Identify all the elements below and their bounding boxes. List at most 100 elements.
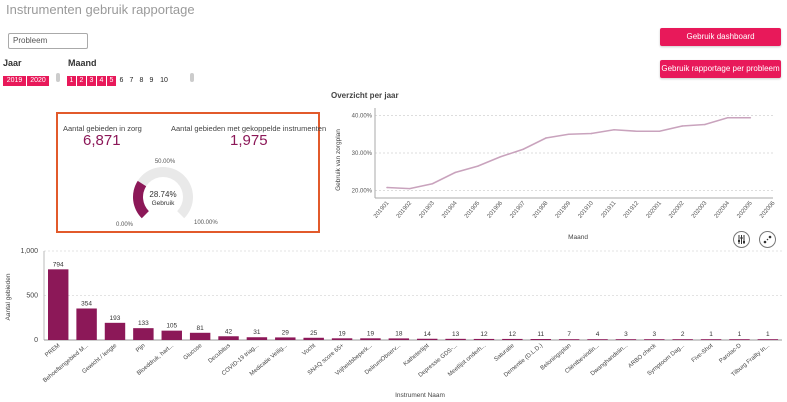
bar bbox=[246, 337, 268, 340]
bar-ytick: 0 bbox=[34, 337, 38, 344]
bar-category-label: Glucose bbox=[183, 343, 204, 362]
bar bbox=[360, 338, 381, 340]
bar bbox=[331, 338, 353, 340]
month-chip[interactable]: 4 bbox=[97, 76, 106, 86]
bar-value-label: 354 bbox=[81, 300, 92, 307]
line-point bbox=[590, 132, 593, 135]
bar-category-label: Pijn bbox=[135, 343, 147, 354]
line-point bbox=[545, 137, 547, 139]
line-point bbox=[681, 125, 683, 127]
line-point bbox=[522, 148, 525, 151]
year-chip[interactable]: 2019 bbox=[3, 76, 26, 86]
month-chip[interactable]: 7 bbox=[127, 76, 136, 86]
bar-chart: Aantal gebieden Instrument Naam 0 500 1,00… bbox=[5, 248, 782, 399]
line-xtick: 202004 bbox=[714, 200, 732, 220]
gebruik-rapportage-button[interactable]: Gebruik rapportage per probleem bbox=[660, 60, 781, 78]
bar-value-label: 133 bbox=[138, 320, 149, 327]
bar-value-label: 105 bbox=[166, 323, 177, 330]
bar bbox=[388, 338, 410, 340]
bar bbox=[275, 337, 296, 340]
line-xtick: 202002 bbox=[668, 200, 686, 220]
gauge-fill bbox=[133, 180, 149, 219]
line-ytick: 20.00% bbox=[352, 189, 373, 195]
bar-value-label: 7 bbox=[567, 331, 571, 338]
line-point bbox=[477, 165, 479, 167]
bar bbox=[445, 338, 466, 340]
bar bbox=[417, 338, 438, 340]
sliders-icon[interactable] bbox=[733, 231, 750, 248]
bar bbox=[502, 338, 523, 340]
line-point bbox=[454, 171, 456, 174]
month-chip[interactable]: 1 bbox=[67, 76, 76, 86]
month-chip[interactable]: 2 bbox=[77, 76, 86, 86]
gauge-value: 28.74% bbox=[149, 190, 176, 199]
bar bbox=[530, 339, 551, 340]
month-chip[interactable]: 5 bbox=[107, 76, 116, 86]
bar-value-label: 18 bbox=[395, 330, 403, 337]
line-xtick: 202001 bbox=[646, 200, 664, 220]
kpi-zorg-value: 6,871 bbox=[83, 132, 121, 149]
bar bbox=[558, 339, 580, 340]
bar-value-label: 1 bbox=[738, 331, 742, 338]
gauge-track bbox=[133, 167, 194, 219]
kpi-zorg-label: Aantal gebieden in zorg bbox=[63, 124, 142, 133]
line-ytick: 30.00% bbox=[352, 151, 373, 157]
bar-category-label: Katheterlijst bbox=[403, 343, 431, 368]
bar-value-label: 1 bbox=[766, 331, 770, 338]
bar-value-label: 29 bbox=[282, 329, 290, 336]
bar-value-label: 31 bbox=[253, 329, 261, 336]
bar-category-label: Parolac-D bbox=[718, 343, 743, 365]
bar bbox=[473, 338, 495, 340]
line-xtick: 201904 bbox=[441, 200, 459, 220]
bar-value-label: 2 bbox=[681, 331, 685, 338]
line-xtick: 201912 bbox=[623, 200, 641, 220]
month-chip[interactable]: 3 bbox=[87, 76, 96, 86]
scroll-handle[interactable] bbox=[56, 73, 60, 82]
line-xtick: 201909 bbox=[555, 200, 573, 220]
scroll-handle[interactable] bbox=[190, 73, 194, 82]
line-chart-xlabel: Maand bbox=[568, 234, 588, 241]
line-xtick: 202006 bbox=[759, 200, 777, 220]
line-point bbox=[613, 128, 615, 131]
kpi-gekoppeld-label: Aantal gebieden met gekoppelde instrumen… bbox=[171, 124, 327, 133]
expand-icon[interactable] bbox=[759, 231, 776, 248]
line-point bbox=[658, 130, 661, 133]
bar bbox=[189, 332, 211, 340]
gauge-max-label: 100.00% bbox=[194, 220, 218, 226]
bar-value-label: 1 bbox=[709, 331, 713, 338]
bar-value-label: 3 bbox=[652, 331, 656, 338]
jaar-label: Jaar bbox=[3, 58, 22, 68]
line-xtick: 201902 bbox=[396, 200, 414, 220]
line-xtick: 201908 bbox=[532, 200, 550, 220]
bar bbox=[104, 322, 126, 340]
kpi-panel bbox=[56, 112, 320, 233]
bar-category-label: Saturatie bbox=[493, 343, 516, 363]
bar bbox=[615, 339, 637, 340]
bar-value-label: 19 bbox=[338, 330, 346, 337]
bar bbox=[587, 339, 608, 340]
line-xtick: 201907 bbox=[509, 200, 527, 220]
month-chip[interactable]: 6 bbox=[117, 76, 126, 86]
month-chip[interactable]: 8 bbox=[137, 76, 146, 86]
bar bbox=[757, 339, 779, 340]
month-chip[interactable]: 10 bbox=[157, 76, 171, 86]
year-chip[interactable]: 2020 bbox=[27, 76, 49, 86]
bar bbox=[161, 330, 182, 340]
gauge-min-label: 0.00% bbox=[116, 222, 134, 228]
line-point bbox=[408, 187, 411, 190]
bar-value-label: 11 bbox=[537, 331, 544, 338]
bar bbox=[303, 337, 324, 340]
line-xtick: 201911 bbox=[600, 200, 618, 219]
bar bbox=[218, 336, 239, 340]
search-input[interactable]: Probleem bbox=[8, 33, 88, 49]
month-chip[interactable]: 9 bbox=[147, 76, 156, 86]
year-filter: 2019 2020 bbox=[3, 76, 50, 94]
bar-category-label: Vocht bbox=[302, 343, 318, 357]
bar-value-label: 14 bbox=[424, 331, 432, 338]
line-point bbox=[386, 186, 388, 189]
bar-value-label: 42 bbox=[225, 328, 233, 335]
line-point bbox=[749, 116, 752, 119]
line-chart-ylabel: Gebruik van zorgplan bbox=[335, 129, 342, 191]
line-xtick: 201906 bbox=[487, 200, 505, 220]
gebruik-dashboard-button[interactable]: Gebruik dashboard bbox=[660, 28, 781, 46]
